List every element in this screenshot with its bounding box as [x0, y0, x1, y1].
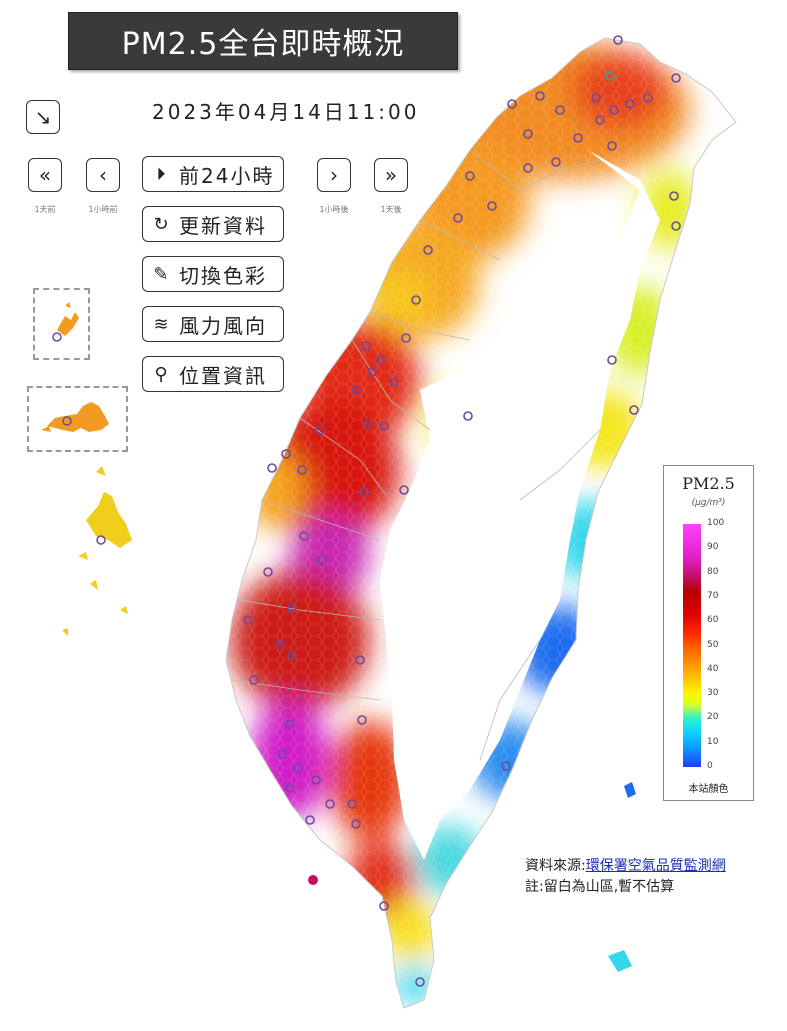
kinmen-inset[interactable]	[27, 386, 128, 452]
forward-hour-button[interactable]: ›	[317, 158, 351, 192]
legend-tick: 90	[707, 542, 719, 553]
legend-footer: 本站顏色	[688, 784, 729, 795]
matsu-islands	[52, 302, 79, 342]
back-day-button[interactable]: «	[28, 158, 62, 192]
refresh-data-button[interactable]: ↻ 更新資料	[142, 206, 284, 242]
refresh-data-label: 更新資料	[179, 213, 267, 238]
forward-hour-label: 1小時後	[319, 205, 349, 214]
legend-tick: 40	[707, 663, 719, 674]
collapse-button[interactable]: ↘	[26, 100, 60, 134]
county-borders	[231, 149, 601, 761]
monitoring-stations	[243, 35, 681, 987]
page-title: PM2.5全台即時概況	[68, 12, 458, 70]
legend-tick: 0	[707, 761, 713, 771]
data-source: 資料來源:環保署空氣品質監測網 註:留白為山區,暫不估算	[525, 856, 726, 898]
wind-direction-label: 風力風向	[179, 313, 267, 338]
chevron-left-icon: ‹	[99, 163, 107, 187]
location-info-button[interactable]: ⚲ 位置資訊	[142, 356, 284, 392]
liuqiu-island	[308, 875, 318, 885]
legend-tick: 100	[707, 518, 725, 528]
legend-color-bar	[683, 524, 701, 767]
legend-tick: 50	[707, 639, 719, 650]
past-24h-label: 前24小時	[179, 163, 275, 188]
refresh-icon: ↻	[153, 213, 169, 235]
location-pin-icon: ⚲	[154, 363, 168, 385]
source-note: 註:留白為山區,暫不估算	[525, 879, 675, 895]
source-label: 資料來源:	[525, 858, 586, 874]
legend-unit: (μg/m³)	[691, 498, 726, 508]
legend-title: PM2.5	[682, 474, 735, 493]
double-chevron-left-icon: «	[38, 163, 52, 187]
wind-icon: ≋	[153, 313, 169, 335]
pm25-legend: PM2.5 (μg/m³) 100 90 80 70 60 50 40 30 20 10 0 本站顏…	[663, 465, 754, 801]
source-link[interactable]: 環保署空氣品質監測網	[585, 858, 726, 874]
legend-tick: 70	[707, 590, 719, 601]
wind-direction-button[interactable]: ≋ 風力風向	[142, 306, 284, 342]
back-hour-button[interactable]: ‹	[86, 158, 120, 192]
arrow-down-right-icon: ↘	[34, 105, 52, 129]
brush-icon: ✎	[153, 263, 169, 285]
legend-tick: 20	[707, 712, 719, 723]
penghu-islands	[62, 466, 132, 636]
switch-color-label: 切換色彩	[179, 263, 267, 288]
forward-day-button[interactable]: »	[374, 158, 408, 192]
mountain-zone	[380, 150, 660, 860]
play-circle-icon: ⏵	[156, 163, 166, 185]
back-day-label: 1天前	[34, 205, 56, 214]
chevron-right-icon: ›	[330, 163, 338, 187]
datetime-label: 2023年04月14日11:00	[152, 100, 420, 124]
switch-color-button[interactable]: ✎ 切換色彩	[142, 256, 284, 292]
matsu-inset[interactable]	[33, 288, 90, 360]
legend-tick: 10	[707, 736, 719, 747]
orchid-island	[608, 950, 632, 972]
kinmen-islands	[41, 402, 109, 432]
legend-tick: 80	[707, 566, 719, 577]
back-hour-label: 1小時前	[88, 205, 118, 214]
forward-day-label: 1天後	[380, 205, 402, 214]
past-24h-button[interactable]: ⏵ 前24小時	[142, 156, 284, 192]
double-chevron-right-icon: »	[384, 163, 398, 187]
location-info-label: 位置資訊	[179, 363, 267, 388]
green-island	[624, 782, 636, 798]
legend-tick: 30	[707, 688, 719, 699]
legend-tick: 60	[707, 615, 719, 626]
